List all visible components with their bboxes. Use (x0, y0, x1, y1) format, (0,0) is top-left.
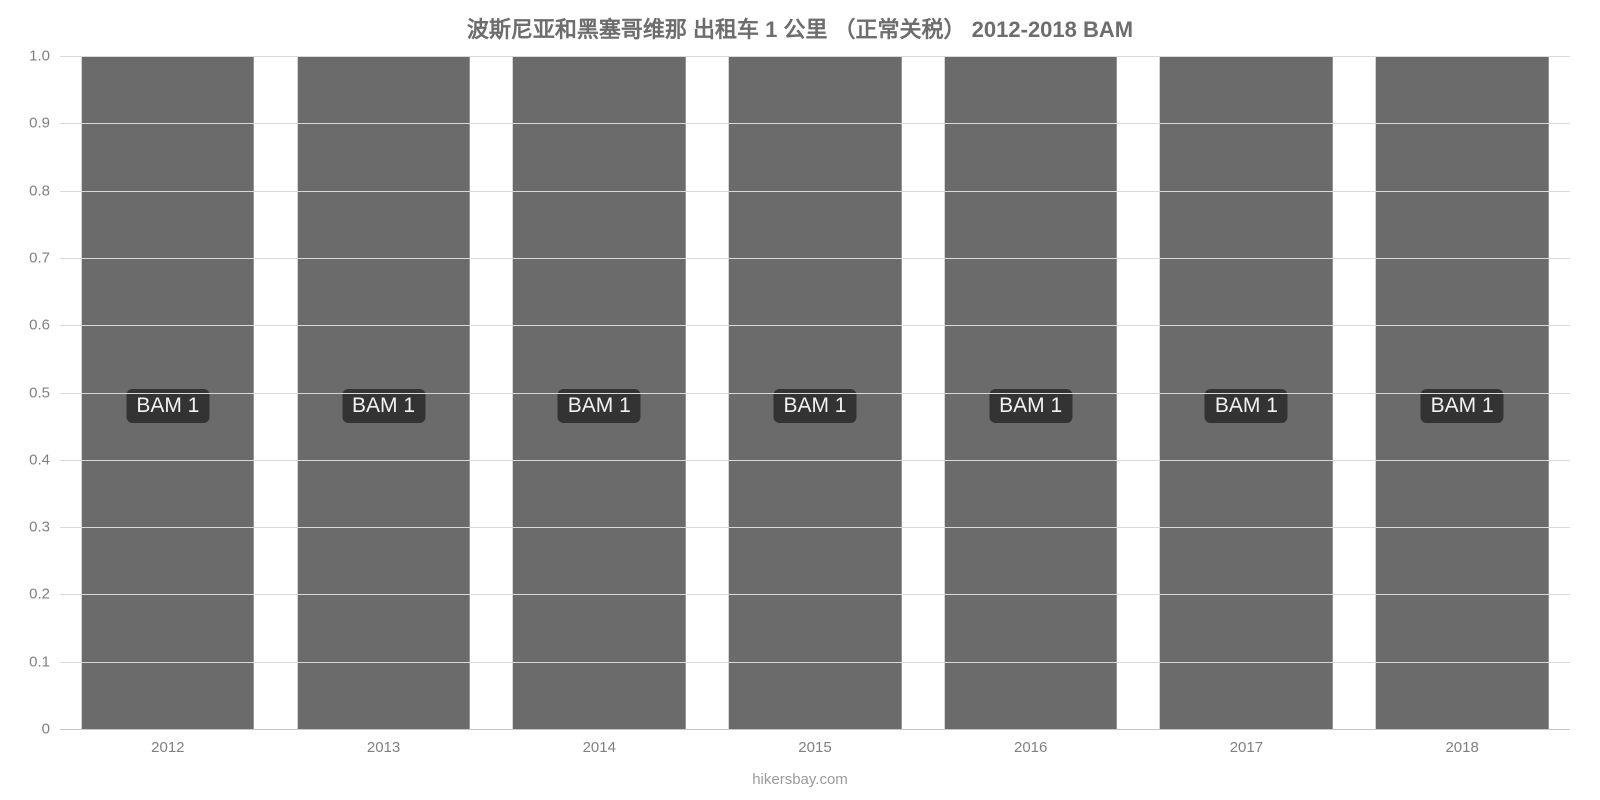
ytick-label: 0.3 (29, 519, 60, 536)
bar-value-label: BAM 1 (989, 389, 1072, 423)
gridline (60, 393, 1570, 394)
gridline (60, 594, 1570, 595)
bar-value-label: BAM 1 (126, 389, 209, 423)
gridline (60, 56, 1570, 57)
ytick-label: 0 (42, 721, 60, 738)
ytick-label: 0.2 (29, 586, 60, 603)
bar-value-label: BAM 1 (1205, 389, 1288, 423)
gridline (60, 123, 1570, 124)
xtick-label: 2018 (1445, 729, 1478, 756)
bar-value-label: BAM 1 (1421, 389, 1504, 423)
xtick-label: 2013 (367, 729, 400, 756)
bar-value-label: BAM 1 (342, 389, 425, 423)
gridline (60, 191, 1570, 192)
gridline (60, 258, 1570, 259)
chart-footer: hikersbay.com (0, 771, 1600, 788)
ytick-label: 1.0 (29, 48, 60, 65)
bar-value-label: BAM 1 (558, 389, 641, 423)
xtick-label: 2014 (583, 729, 616, 756)
gridline (60, 460, 1570, 461)
bar-chart: 波斯尼亚和黑塞哥维那 出租车 1 公里 （正常关税） 2012-2018 BAM… (0, 0, 1600, 800)
xtick-label: 2017 (1230, 729, 1263, 756)
gridline (60, 662, 1570, 663)
gridline (60, 527, 1570, 528)
ytick-label: 0.1 (29, 653, 60, 670)
ytick-label: 0.9 (29, 115, 60, 132)
bar-value-label: BAM 1 (773, 389, 856, 423)
ytick-label: 0.5 (29, 384, 60, 401)
chart-title: 波斯尼亚和黑塞哥维那 出租车 1 公里 （正常关税） 2012-2018 BAM (0, 12, 1600, 44)
plot-area: BAM 12012BAM 12013BAM 12014BAM 12015BAM … (60, 56, 1570, 730)
gridline (60, 325, 1570, 326)
xtick-label: 2016 (1014, 729, 1047, 756)
ytick-label: 0.8 (29, 182, 60, 199)
xtick-label: 2012 (151, 729, 184, 756)
xtick-label: 2015 (798, 729, 831, 756)
ytick-label: 0.4 (29, 451, 60, 468)
ytick-label: 0.7 (29, 249, 60, 266)
ytick-label: 0.6 (29, 317, 60, 334)
